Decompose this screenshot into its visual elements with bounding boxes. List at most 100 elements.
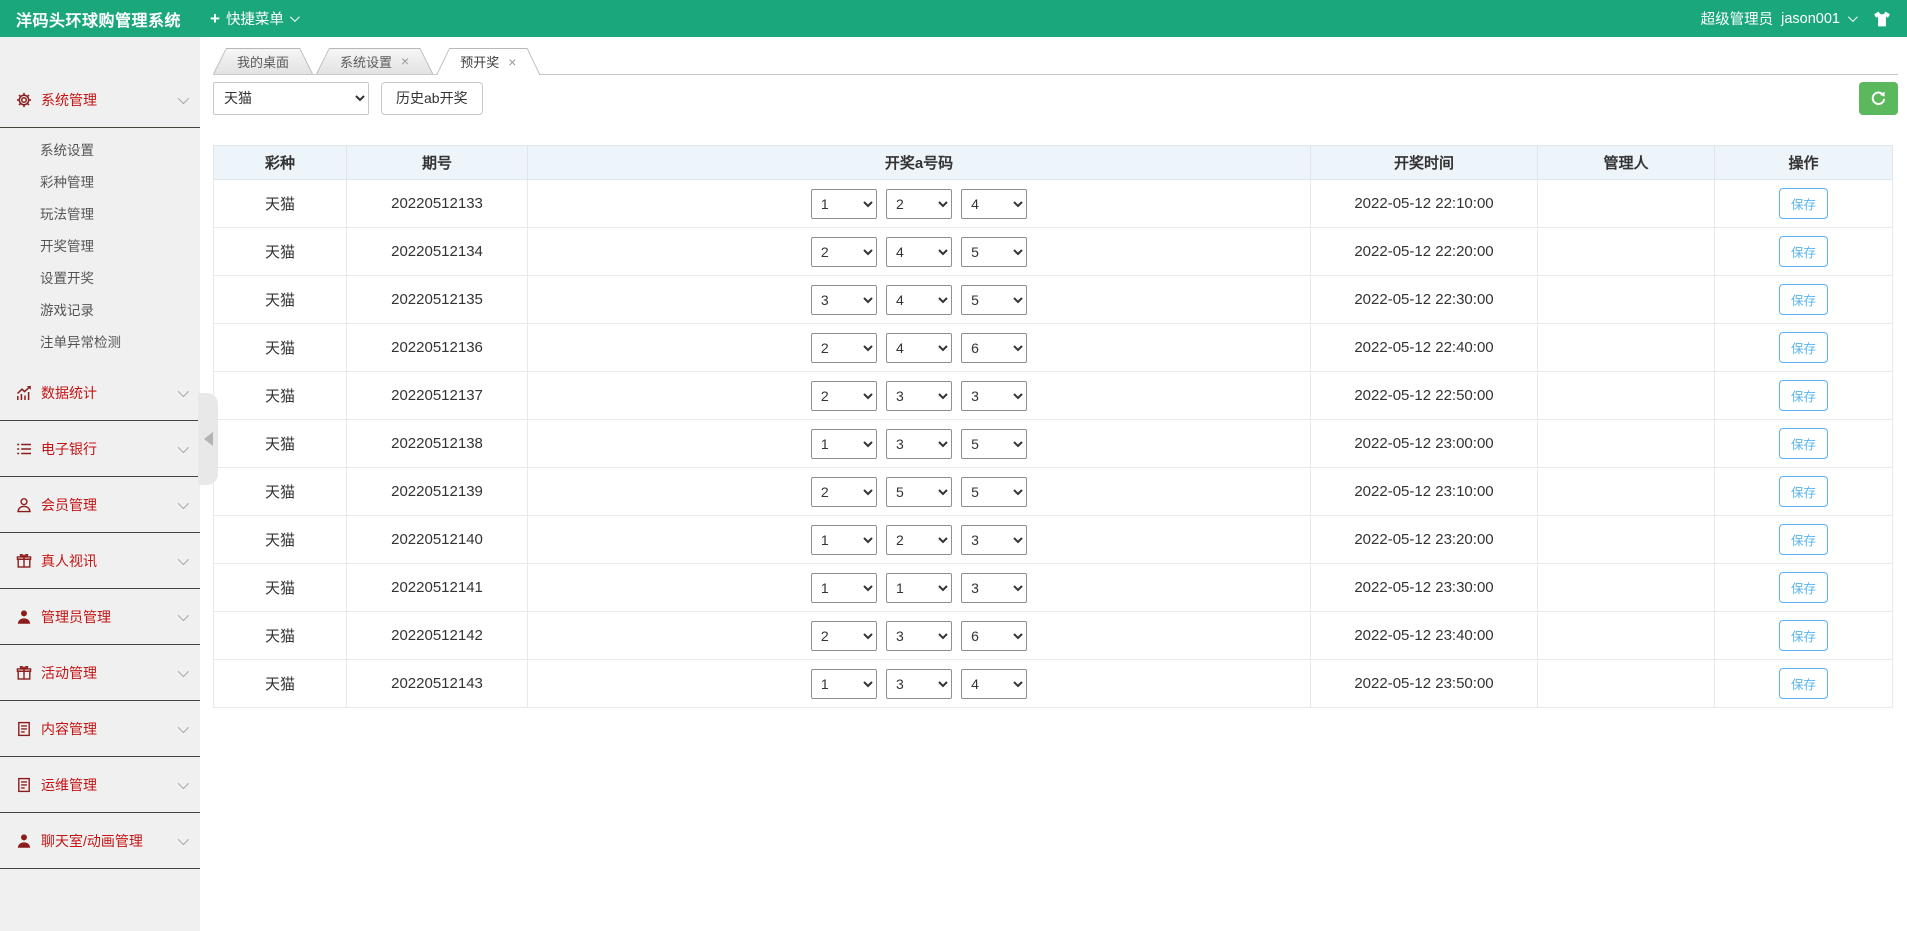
lottery-cell: 天猫 [213, 611, 347, 660]
draw-number-select-1[interactable]: 1 [810, 572, 877, 603]
sidebar-item-8[interactable]: 运维管理 [0, 757, 200, 813]
draw-number-select-3[interactable]: 5 [961, 284, 1028, 315]
quick-menu-button[interactable]: + 快捷菜单 [200, 0, 307, 37]
user-role: 超级管理员 [1700, 12, 1774, 28]
draw-number-select-3[interactable]: 5 [961, 476, 1028, 507]
draw-number-select-1[interactable]: 3 [810, 284, 877, 315]
sidebar-item-9[interactable]: 聊天室/动画管理 [0, 813, 200, 869]
ops-doc-icon [16, 777, 32, 793]
refresh-button[interactable] [1859, 81, 1898, 115]
draw-number-select-1[interactable]: 2 [810, 476, 877, 507]
draw-time-cell: 2022-05-12 22:20:00 [1310, 227, 1538, 276]
period-cell: 20220512137 [346, 371, 528, 420]
save-button[interactable]: 保存 [1778, 476, 1828, 507]
tab-2[interactable]: 预开奖 × [436, 48, 540, 75]
tab-close-icon[interactable]: × [401, 53, 410, 69]
draw-number-select-1[interactable]: 1 [810, 524, 877, 555]
save-button[interactable]: 保存 [1778, 428, 1828, 459]
draw-number-select-1[interactable]: 2 [810, 236, 877, 267]
table-row: 天猫 20220512142 2 3 6 2022-05-12 23:40:00… [213, 611, 1893, 660]
sidebar-item-4[interactable]: 真人视讯 [0, 533, 200, 589]
manager-cell [1537, 179, 1715, 228]
draw-number-select-1[interactable]: 1 [810, 428, 877, 459]
manager-cell [1537, 611, 1715, 660]
sidebar-subitem-0-4[interactable]: 设置开奖 [40, 271, 94, 286]
sidebar-item-5[interactable]: 管理员管理 [0, 589, 200, 645]
draw-number-select-1[interactable]: 2 [810, 332, 877, 363]
period-cell: 20220512136 [346, 323, 528, 372]
draw-time-cell: 2022-05-12 23:50:00 [1310, 659, 1538, 708]
sidebar-item-1[interactable]: 数据统计 [0, 365, 200, 421]
save-button[interactable]: 保存 [1778, 332, 1828, 363]
sidebar-subitem-0-1[interactable]: 彩种管理 [40, 175, 94, 190]
lottery-type-select[interactable]: 天猫 [213, 81, 369, 115]
save-button[interactable]: 保存 [1778, 524, 1828, 555]
draw-number-select-3[interactable]: 5 [961, 236, 1028, 267]
sidebar-collapse-handle[interactable] [198, 393, 218, 485]
sidebar-subitem-0-5[interactable]: 游戏记录 [40, 303, 94, 318]
manager-cell [1537, 563, 1715, 612]
save-button[interactable]: 保存 [1778, 284, 1828, 315]
draw-time-cell: 2022-05-12 22:50:00 [1310, 371, 1538, 420]
tab-0[interactable]: 我的桌面 [213, 48, 313, 74]
period-cell: 20220512142 [346, 611, 528, 660]
draw-number-select-2[interactable]: 4 [886, 236, 952, 267]
table-row: 天猫 20220512134 2 4 5 2022-05-12 22:20:00… [213, 227, 1893, 276]
sidebar-item-0[interactable]: 系统管理 [0, 72, 200, 128]
sidebar-subitem-0-6[interactable]: 注单异常检测 [40, 335, 121, 350]
draw-number-select-2[interactable]: 2 [886, 524, 952, 555]
list-icon [16, 441, 32, 457]
sidebar-subitem-0-3[interactable]: 开奖管理 [40, 239, 94, 254]
save-button[interactable]: 保存 [1778, 380, 1828, 411]
table-row: 天猫 20220512135 3 4 5 2022-05-12 22:30:00… [213, 275, 1893, 324]
sidebar-item-3[interactable]: 会员管理 [0, 477, 200, 533]
lottery-cell: 天猫 [213, 371, 347, 420]
save-button[interactable]: 保存 [1778, 236, 1828, 267]
draw-number-select-2[interactable]: 4 [886, 332, 952, 363]
chat-user-icon [16, 833, 32, 849]
draw-number-select-2[interactable]: 1 [886, 572, 952, 603]
draw-number-select-2[interactable]: 3 [886, 620, 952, 651]
header-numbers: 开奖a号码 [527, 145, 1311, 180]
toolbar: 天猫 历史ab开奖 [213, 81, 1898, 115]
sidebar-item-2[interactable]: 电子银行 [0, 421, 200, 477]
sidebar-item-7[interactable]: 内容管理 [0, 701, 200, 757]
save-button[interactable]: 保存 [1778, 188, 1828, 219]
chevron-left-icon [203, 432, 213, 446]
draw-number-select-3[interactable]: 6 [961, 332, 1028, 363]
draw-number-select-3[interactable]: 3 [961, 572, 1028, 603]
draw-number-select-3[interactable]: 3 [961, 524, 1028, 555]
user-menu[interactable]: 超级管理员 jason001 [1700, 8, 1858, 29]
lottery-cell: 天猫 [213, 179, 347, 228]
save-button[interactable]: 保存 [1778, 668, 1828, 699]
draw-number-select-2[interactable]: 2 [886, 188, 952, 219]
draw-number-select-2[interactable]: 3 [886, 428, 952, 459]
sidebar-subitem-0-0[interactable]: 系统设置 [40, 143, 94, 158]
header-time: 开奖时间 [1310, 145, 1538, 180]
theme-tshirt-icon[interactable] [1873, 10, 1891, 27]
draw-number-select-1[interactable]: 2 [810, 620, 877, 651]
save-button[interactable]: 保存 [1778, 572, 1828, 603]
history-ab-button[interactable]: 历史ab开奖 [381, 81, 483, 115]
draw-time-cell: 2022-05-12 23:10:00 [1310, 467, 1538, 516]
draw-number-select-1[interactable]: 2 [810, 380, 877, 411]
draw-number-select-3[interactable]: 6 [961, 620, 1028, 651]
tab-close-icon[interactable]: × [508, 53, 517, 70]
sidebar-item-6[interactable]: 活动管理 [0, 645, 200, 701]
tab-bar: 我的桌面 系统设置 × 预开奖 × [213, 37, 1898, 75]
draw-number-select-3[interactable]: 4 [961, 668, 1028, 699]
tab-1[interactable]: 系统设置 × [316, 48, 433, 74]
draw-number-select-2[interactable]: 3 [886, 668, 952, 699]
lottery-cell: 天猫 [213, 659, 347, 708]
draw-number-select-2[interactable]: 4 [886, 284, 952, 315]
save-button[interactable]: 保存 [1778, 620, 1828, 651]
draw-number-select-3[interactable]: 4 [961, 188, 1028, 219]
manager-cell [1537, 227, 1715, 276]
draw-number-select-1[interactable]: 1 [810, 668, 877, 699]
draw-number-select-3[interactable]: 3 [961, 380, 1028, 411]
draw-number-select-2[interactable]: 3 [886, 380, 952, 411]
sidebar-subitem-0-2[interactable]: 玩法管理 [40, 207, 94, 222]
draw-number-select-2[interactable]: 5 [886, 476, 952, 507]
draw-number-select-1[interactable]: 1 [810, 188, 877, 219]
draw-number-select-3[interactable]: 5 [961, 428, 1028, 459]
